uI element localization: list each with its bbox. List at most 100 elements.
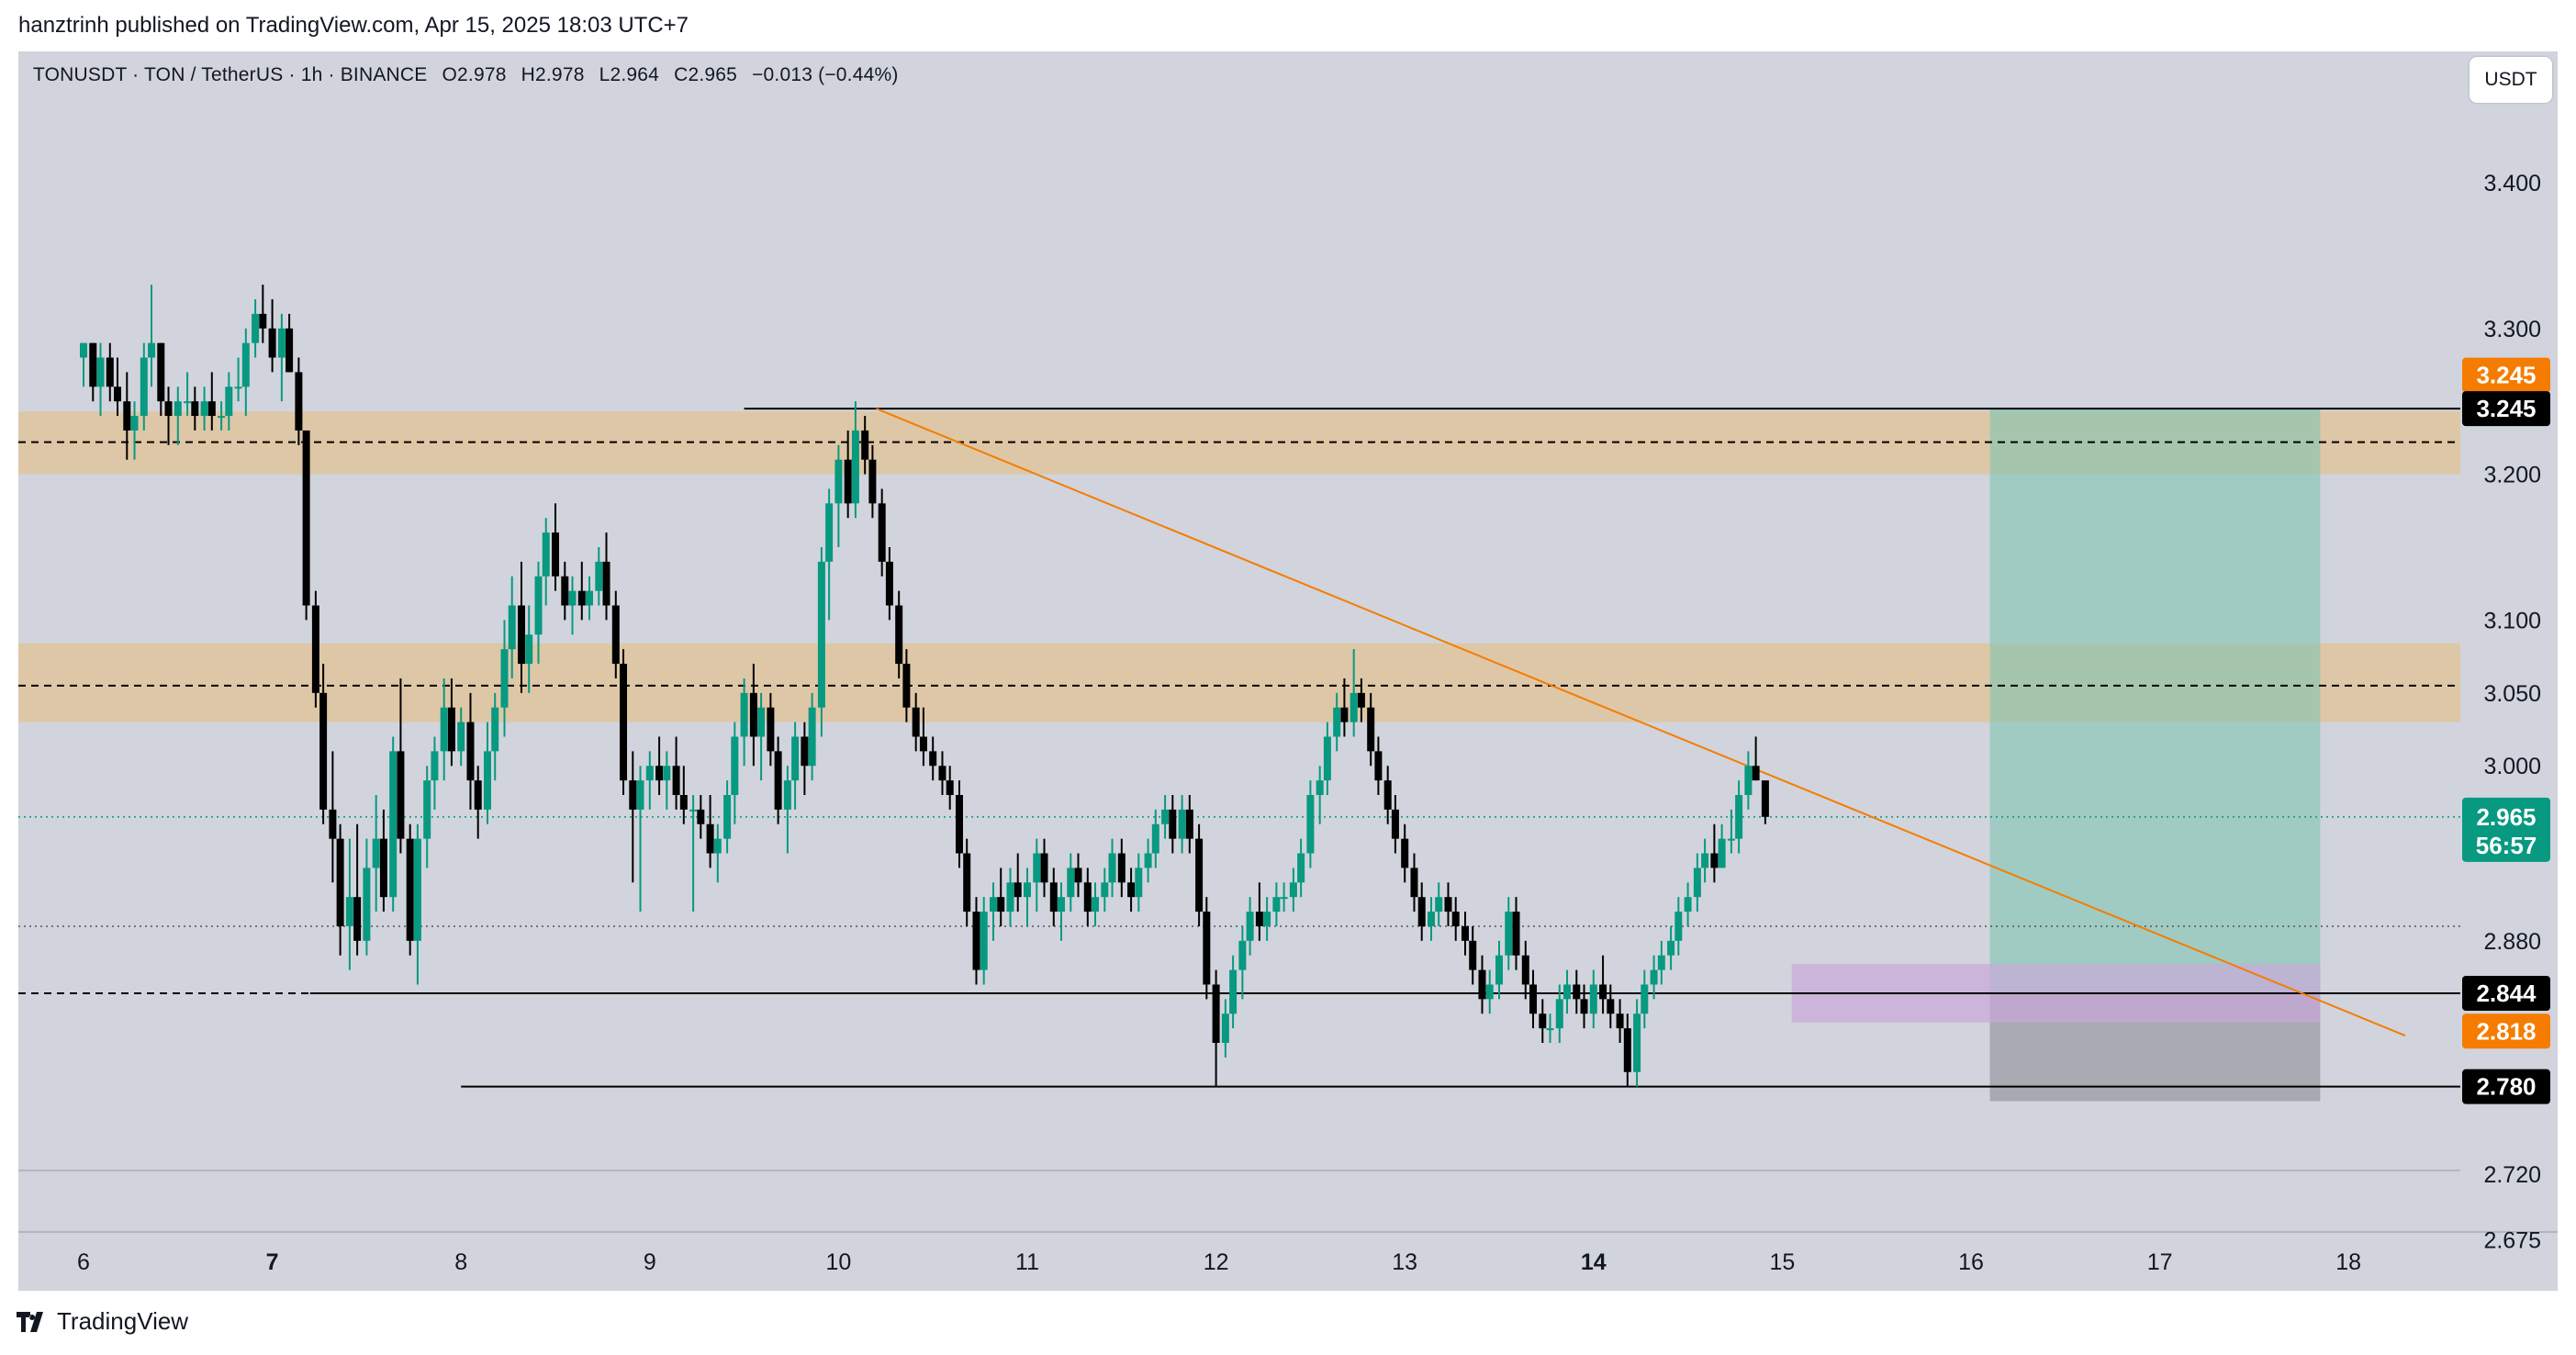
candle-body	[713, 838, 722, 854]
candle-body	[200, 401, 208, 417]
countdown-label: 56:57	[2476, 832, 2537, 859]
candle-body	[345, 897, 353, 926]
time-tick-label: 11	[1015, 1249, 1039, 1275]
candle-body	[1710, 853, 1719, 868]
candle-body	[184, 401, 192, 404]
candle-body	[1144, 853, 1152, 868]
time-tick-label: 8	[454, 1249, 467, 1275]
candle-body	[878, 503, 886, 562]
candle-body	[731, 736, 739, 795]
candle-body	[1083, 882, 1092, 913]
candle-body	[1014, 882, 1022, 898]
candle-body	[1495, 955, 1503, 985]
candle-body	[423, 780, 431, 839]
candle-body	[80, 342, 87, 358]
candle-body	[861, 430, 869, 460]
currency-button[interactable]: USDT	[2470, 57, 2552, 103]
price-badge-label: 3.245	[2476, 395, 2536, 422]
candle-body	[1280, 897, 1288, 900]
candle-body	[329, 809, 337, 839]
candle-body	[851, 430, 859, 504]
candle-body	[302, 430, 310, 606]
candle-body	[679, 795, 688, 810]
candle-body	[912, 707, 920, 737]
candle-body	[740, 692, 748, 737]
candle-body	[1444, 897, 1452, 913]
time-tick-label: 13	[1392, 1249, 1417, 1275]
candle-body	[1289, 882, 1297, 898]
time-tick-label: 9	[644, 1249, 656, 1275]
candle-body	[372, 838, 380, 868]
candle-body	[1693, 868, 1701, 898]
candle-body	[561, 576, 569, 606]
candle-body	[1607, 999, 1615, 1014]
price-tick-label: 2.675	[2483, 1227, 2541, 1253]
candle-body	[1727, 838, 1735, 841]
symbol-name: TONUSDT · TON / TetherUS · 1h · BINANCE	[33, 64, 428, 85]
candle-body	[483, 751, 491, 810]
candle-body	[89, 342, 97, 387]
time-tick-label: 6	[77, 1249, 90, 1275]
trendline	[876, 408, 2406, 1036]
candle-body	[1323, 736, 1331, 781]
candle-body	[1108, 853, 1116, 883]
candle-body	[1092, 897, 1100, 913]
candle-body	[1539, 1013, 1547, 1029]
brand-name: TradingView	[57, 1307, 189, 1335]
candle-body	[1049, 882, 1058, 913]
candle-body	[1024, 882, 1031, 898]
candle-body	[491, 707, 499, 752]
candle-body	[577, 590, 586, 606]
candle-body	[1340, 707, 1349, 722]
candle-body	[1410, 868, 1418, 898]
candle-body	[1451, 912, 1460, 926]
candle-body	[252, 313, 260, 343]
zones-layer	[18, 409, 2460, 1102]
candle-body	[207, 401, 216, 417]
candle-body	[1391, 809, 1399, 839]
candle-body	[1169, 809, 1177, 839]
candle-body	[389, 751, 398, 898]
candle-body	[1505, 912, 1513, 956]
candle-body	[1383, 780, 1392, 810]
candle-body	[552, 532, 559, 577]
candle-body	[1178, 809, 1186, 839]
candle-body	[672, 766, 680, 795]
candle-body	[1263, 912, 1271, 926]
candle-body	[595, 561, 603, 591]
candle-body	[801, 736, 809, 767]
open-value: O2.978	[442, 64, 507, 85]
candle-body	[1667, 940, 1675, 956]
candle-body	[500, 649, 509, 708]
candle-body	[989, 897, 997, 913]
candle-body	[955, 795, 963, 854]
candle-body	[629, 780, 637, 810]
symbol-info: TONUSDT · TON / TetherUS · 1h · BINANCE …	[33, 64, 908, 86]
tradingview-logo-icon	[17, 1311, 43, 1332]
candle-body	[895, 605, 903, 665]
tradingview-logo[interactable]: TradingView	[17, 1307, 188, 1336]
change-value: −0.013 (−0.44%)	[752, 64, 899, 85]
candle-body	[295, 372, 303, 431]
candle-body	[1333, 707, 1341, 737]
candle-body	[757, 707, 766, 737]
candle-body	[868, 459, 877, 504]
time-tick-label: 14	[1581, 1249, 1607, 1275]
candle-body	[517, 605, 525, 665]
candle-body	[225, 386, 233, 417]
price-badge-label: 3.245	[2476, 362, 2536, 389]
price-tick-label: 2.880	[2483, 929, 2541, 955]
candle-body	[689, 809, 698, 812]
candle-body	[1512, 912, 1520, 956]
candle-body	[1101, 882, 1109, 898]
candle-body	[697, 809, 705, 824]
candle-body	[336, 838, 344, 926]
time-tick-label: 17	[2147, 1249, 2173, 1275]
low-value: L2.964	[599, 64, 660, 85]
candle-body	[1735, 795, 1743, 839]
candle-body	[148, 342, 156, 358]
candle-body	[1641, 984, 1649, 1014]
candle-body	[1074, 868, 1082, 883]
price-tick-label: 3.400	[2483, 171, 2541, 196]
